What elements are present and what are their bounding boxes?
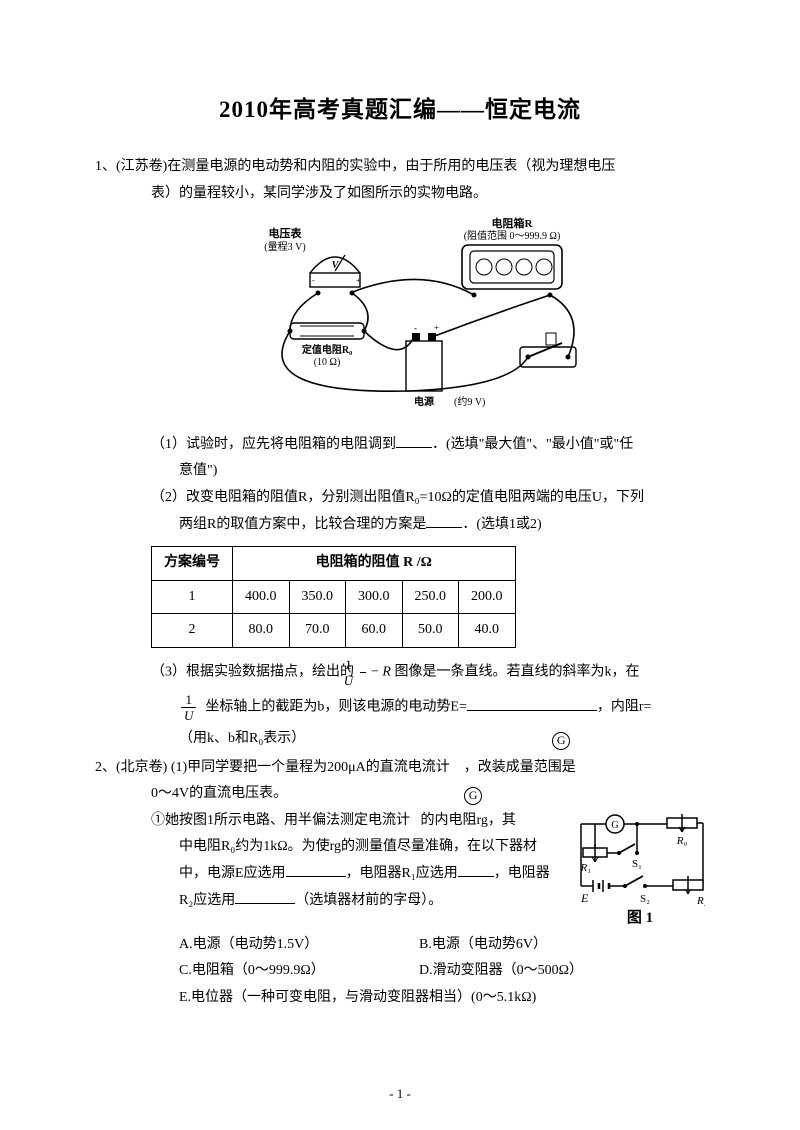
svg-text:S₁: S₁ — [632, 858, 642, 870]
svg-text:电阻箱R: 电阻箱R — [492, 216, 534, 230]
svg-text:+: + — [356, 276, 361, 285]
question-2: 2、(北京卷) (1)甲同学要把一个量程为200μA的直流电流计 ，改装成量范围… — [95, 755, 705, 1012]
q1-table: 方案编号 电阻箱的阻值 R /Ω 1 400.0 350.0 300.0 250… — [151, 546, 516, 648]
choice-row: E.电位器（一种可变电阻，与滑动变阻器相当）(0～5.1kΩ) — [179, 985, 705, 1012]
choice-row: A.电源（电动势1.5V）B.电源（电动势6V） — [179, 932, 705, 959]
table-header: 电阻箱的阻值 R /Ω — [233, 547, 516, 581]
svg-text:图 1: 图 1 — [627, 909, 653, 926]
svg-text:S₂: S₂ — [640, 893, 650, 905]
table-row: 1 400.0 350.0 300.0 250.0 200.0 — [152, 580, 516, 614]
svg-text:G: G — [611, 820, 618, 831]
svg-text:E: E — [580, 891, 589, 905]
q1-sub2a: （2）改变电阻箱的阻值R，分别测出阻值R₀=10Ω的定值电阻两端的电压U，下列 — [95, 485, 705, 512]
circuit-figure-2: G R₀ R₁ — [575, 812, 705, 932]
svg-text:-: - — [312, 276, 315, 285]
q1-sub3b: 1U 坐标轴上的截距为b，则该电源的电动势E=，内阻r= — [179, 693, 705, 722]
circuit-figure-1: 电阻箱R (阻值范围 0～999.9 Ω) 电压表 (量程3 V) — [190, 215, 610, 415]
svg-text:R₀: R₀ — [676, 835, 688, 847]
svg-text:-: - — [414, 323, 417, 333]
page: 2010年高考真题汇编——恒定电流 1、(江苏卷)在测量电源的电动势和内阻的实验… — [0, 0, 800, 1130]
choice-row: C.电阻箱（0～999.9Ω）D.滑动变阻器（0～500Ω） — [179, 958, 705, 985]
q2-line2: 0～4V的直流电压表。 G — [151, 781, 705, 808]
svg-text:(阻值范围 0～999.9 Ω): (阻值范围 0～999.9 Ω) — [464, 229, 561, 242]
table-row: 2 80.0 70.0 60.0 50.0 40.0 — [152, 614, 516, 648]
q1-figure-wrap: 电阻箱R (阻值范围 0～999.9 Ω) 电压表 (量程3 V) — [95, 215, 705, 426]
q1-sub3a: （3）根据实验数据描点，绘出的 1U − R 图像是一条直线。若直线的斜率为k，… — [95, 658, 705, 687]
svg-text:R₂: R₂ — [696, 895, 705, 907]
svg-text:电压表: 电压表 — [269, 226, 303, 240]
q1-sub3c: （用k、b和R₀表示） G — [179, 726, 705, 753]
svg-text:+: + — [434, 323, 439, 333]
svg-text:R₁: R₁ — [579, 862, 591, 874]
page-number: - 1 - — [0, 1086, 800, 1102]
q1-sub1b: 意值") — [179, 458, 705, 485]
svg-text:电源: 电源 — [414, 395, 434, 408]
svg-text:(量程3 V): (量程3 V) — [264, 241, 305, 253]
q1-line2: 表）的量程较小，某同学涉及了如图所示的实物电路。 — [151, 181, 705, 208]
q1-sub1: （1）试验时，应先将电阻箱的电阻调到．(选填"最大值"、"最小值"或"任 — [95, 432, 705, 459]
page-title: 2010年高考真题汇编——恒定电流 — [95, 90, 705, 124]
q1-sub2b: 两组R的取值方案中，比较合理的方案是．(选填1或2) — [179, 512, 705, 539]
circled-g-icon: G — [552, 732, 570, 750]
svg-text:(约9 V): (约9 V) — [454, 395, 485, 408]
table-header: 方案编号 — [152, 547, 233, 581]
circled-g-icon: G — [464, 787, 482, 805]
q2-line1: 2、(北京卷) (1)甲同学要把一个量程为200μA的直流电流计 ，改装成量范围… — [95, 755, 705, 782]
svg-text:定值电阻R₀: 定值电阻R₀ — [302, 343, 352, 356]
svg-text:(10 Ω): (10 Ω) — [314, 357, 341, 368]
question-1: 1、(江苏卷)在测量电源的电动势和内阻的实验中，由于所用的电压表（视为理想电压 … — [95, 154, 705, 753]
q1-line1: 1、(江苏卷)在测量电源的电动势和内阻的实验中，由于所用的电压表（视为理想电压 — [95, 154, 705, 181]
